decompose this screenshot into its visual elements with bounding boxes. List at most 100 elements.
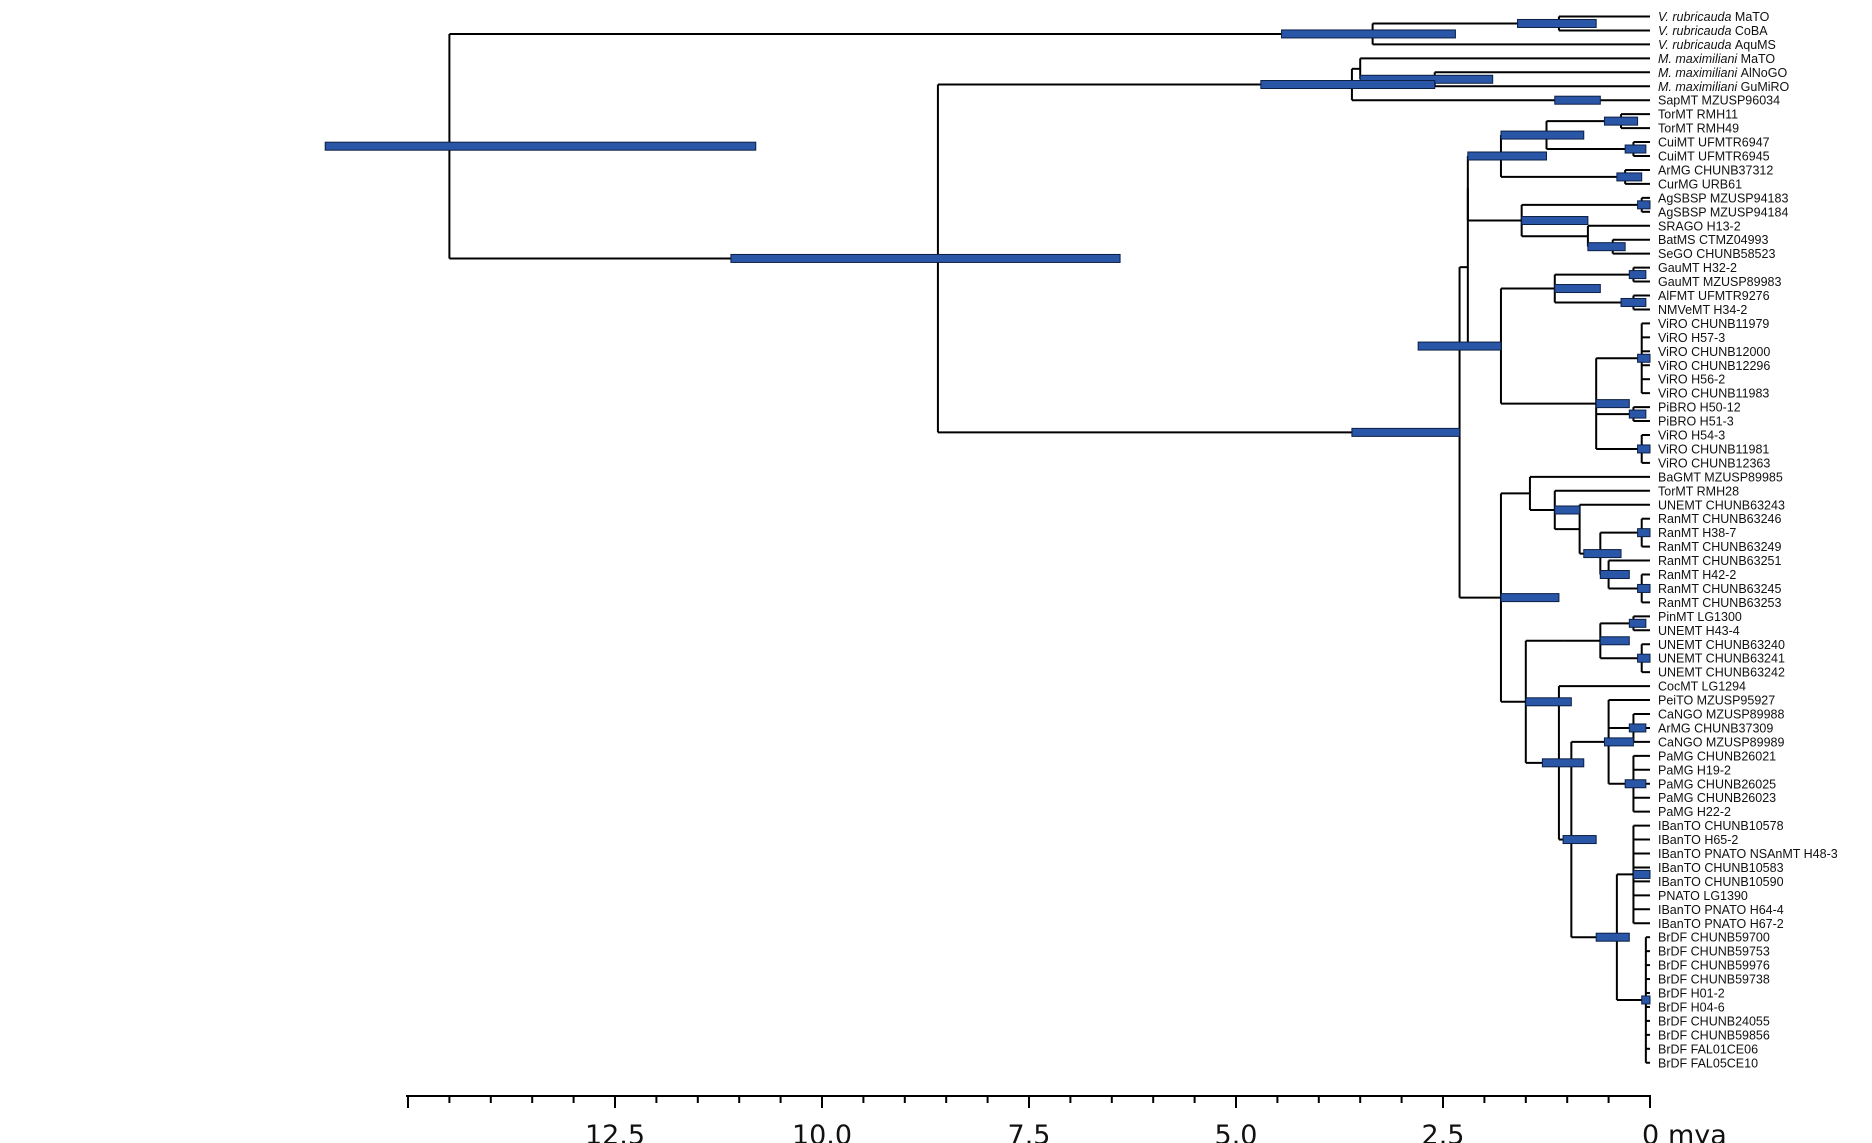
- hpd-bar-50: [1641, 995, 1651, 1005]
- tip-label-64: IBanTO PNATO H64-4: [1658, 903, 1784, 917]
- tip-code: PaMG CHUNB26025: [1658, 777, 1776, 791]
- hpd-bar-49: [1632, 869, 1651, 879]
- tip-label-75: BrDF FAL05CE10: [1658, 1056, 1758, 1070]
- tip-species: V. rubricauda: [1658, 10, 1735, 24]
- tip-code: BrDF CHUNB59738: [1658, 973, 1770, 987]
- hpd-bar-8: [1554, 95, 1601, 105]
- tip-code: AlNoGO: [1741, 66, 1788, 80]
- tip-code: SRAGO H13-2: [1658, 219, 1741, 233]
- tip-label-18: GauMT H32-2: [1658, 261, 1737, 275]
- tip-label-58: IBanTO CHUNB10578: [1658, 819, 1784, 833]
- hpd-bar-48: [1595, 932, 1630, 942]
- tip-label-70: BrDF H01-2: [1658, 987, 1725, 1001]
- tip-label-73: BrDF CHUNB59856: [1658, 1028, 1770, 1042]
- tip-label-54: PaMG H19-2: [1658, 763, 1731, 777]
- tip-code: CoBA: [1735, 24, 1768, 38]
- tip-code: UNEMT CHUNB63241: [1658, 652, 1785, 666]
- hpd-bars: [324, 18, 1651, 1005]
- tip-code: ViRO CHUNB11983: [1658, 387, 1769, 401]
- tip-label-2: V. rubricauda AquMS: [1658, 38, 1776, 52]
- tip-label-42: RanMT CHUNB63253: [1658, 596, 1781, 610]
- tip-label-26: ViRO H56-2: [1658, 373, 1725, 387]
- hpd-bar-34: [1583, 549, 1622, 559]
- tip-label-66: BrDF CHUNB59700: [1658, 931, 1770, 945]
- tip-label-65: IBanTO PNATO H67-2: [1658, 917, 1784, 931]
- tip-code: IBanTO PNATO NSAnMT H48-3: [1658, 847, 1838, 861]
- tip-code: ViRO H56-2: [1658, 373, 1725, 387]
- tip-label-69: BrDF CHUNB59738: [1658, 973, 1770, 987]
- hpd-bar-1: [1281, 29, 1456, 39]
- tip-code: ViRO CHUNB12363: [1658, 456, 1770, 470]
- tip-code: PinMT LG1300: [1658, 610, 1742, 624]
- tip-label-61: IBanTO CHUNB10583: [1658, 861, 1784, 875]
- hpd-bar-16: [1616, 172, 1643, 182]
- tip-code: IBanTO H65-2: [1658, 833, 1738, 847]
- hpd-bar-46: [1628, 723, 1647, 733]
- tip-label-6: SapMT MZUSP96034: [1658, 94, 1780, 108]
- hpd-bar-44: [1562, 835, 1597, 845]
- hpd-bar-3: [730, 253, 1121, 263]
- tick-label-4: 2.5: [1422, 1120, 1465, 1143]
- hpd-bar-40: [1599, 636, 1630, 646]
- tip-code: MaTO: [1735, 10, 1770, 24]
- tip-label-63: PNATO LG1390: [1658, 889, 1748, 903]
- tip-label-23: ViRO H57-3: [1658, 331, 1725, 345]
- tip-label-37: RanMT H38-7: [1658, 526, 1736, 540]
- tip-code: GauMT H32-2: [1658, 261, 1737, 275]
- tip-code: IBanTO CHUNB10583: [1658, 861, 1784, 875]
- hpd-bar-24: [1628, 270, 1647, 280]
- tip-label-41: RanMT CHUNB63245: [1658, 582, 1781, 596]
- hpd-bar-9: [1351, 427, 1461, 437]
- tip-label-1: V. rubricauda CoBA: [1658, 24, 1768, 38]
- tick-label-1: 10.0: [792, 1120, 852, 1143]
- hpd-bar-28: [1628, 409, 1647, 419]
- tick-label-5: 0: [1642, 1120, 1659, 1143]
- tip-code: BrDF FAL05CE10: [1658, 1056, 1758, 1070]
- tip-code: BrDF CHUNB59856: [1658, 1028, 1770, 1042]
- tip-label-20: AlFMT UFMTR9276: [1658, 289, 1770, 303]
- tip-code: PNATO LG1390: [1658, 889, 1748, 903]
- tip-code: UNEMT CHUNB63242: [1658, 666, 1785, 680]
- hpd-bar-25: [1620, 297, 1647, 307]
- tip-code: BaGMT MZUSP89985: [1658, 470, 1783, 484]
- hpd-bar-41: [1628, 618, 1647, 628]
- tip-label-43: PinMT LG1300: [1658, 610, 1742, 624]
- tip-code: BrDF H04-6: [1658, 1000, 1725, 1014]
- tip-code: GuMiRO: [1741, 80, 1790, 94]
- tip-label-14: AgSBSP MZUSP94184: [1658, 205, 1788, 219]
- tip-code: CaNGO MZUSP89989: [1658, 735, 1784, 749]
- hpd-bar-27: [1637, 353, 1651, 363]
- tip-code: RanMT CHUNB63245: [1658, 582, 1781, 596]
- tip-code: AgSBSP MZUSP94183: [1658, 191, 1788, 205]
- tip-label-21: NMVeMT H34-2: [1658, 303, 1747, 317]
- tip-code: ViRO CHUNB11981: [1658, 442, 1769, 456]
- tip-label-25: ViRO CHUNB12296: [1658, 359, 1770, 373]
- tree-branches: [448, 15, 1650, 1064]
- tip-label-36: RanMT CHUNB63246: [1658, 512, 1781, 526]
- tip-code: CaNGO MZUSP89988: [1658, 708, 1784, 722]
- tip-code: PaMG CHUNB26021: [1658, 749, 1776, 763]
- tip-code: IBanTO CHUNB10590: [1658, 875, 1784, 889]
- hpd-bar-32: [1554, 505, 1581, 515]
- tip-label-5: M. maximiliani GuMiRO: [1658, 80, 1790, 94]
- tip-label-33: BaGMT MZUSP89985: [1658, 470, 1783, 484]
- tip-code: BrDF FAL01CE06: [1658, 1042, 1758, 1056]
- tip-label-19: GauMT MZUSP89983: [1658, 275, 1781, 289]
- tip-label-7: TorMT RMH11: [1658, 108, 1738, 122]
- tip-label-29: PiBRO H51-3: [1658, 415, 1734, 429]
- tip-label-56: PaMG CHUNB26023: [1658, 791, 1776, 805]
- tip-label-38: RanMT CHUNB63249: [1658, 540, 1781, 554]
- tip-code: ArMG CHUNB37309: [1658, 721, 1773, 735]
- tip-code: UNEMT CHUNB63243: [1658, 498, 1785, 512]
- tip-label-59: IBanTO H65-2: [1658, 833, 1738, 847]
- hpd-bar-23: [1554, 284, 1601, 294]
- tip-code: TorMT RMH49: [1658, 122, 1739, 136]
- tip-label-22: ViRO CHUNB11979: [1658, 317, 1769, 331]
- tip-code: CuiMT UFMTR6945: [1658, 150, 1770, 164]
- tip-label-34: TorMT RMH28: [1658, 484, 1739, 498]
- tip-code: UNEMT CHUNB63240: [1658, 638, 1785, 652]
- tip-code: PaMG H19-2: [1658, 763, 1731, 777]
- tip-code: IBanTO PNATO H64-4: [1658, 903, 1784, 917]
- tip-label-3: M. maximiliani MaTO: [1658, 52, 1775, 66]
- tip-label-57: PaMG H22-2: [1658, 805, 1731, 819]
